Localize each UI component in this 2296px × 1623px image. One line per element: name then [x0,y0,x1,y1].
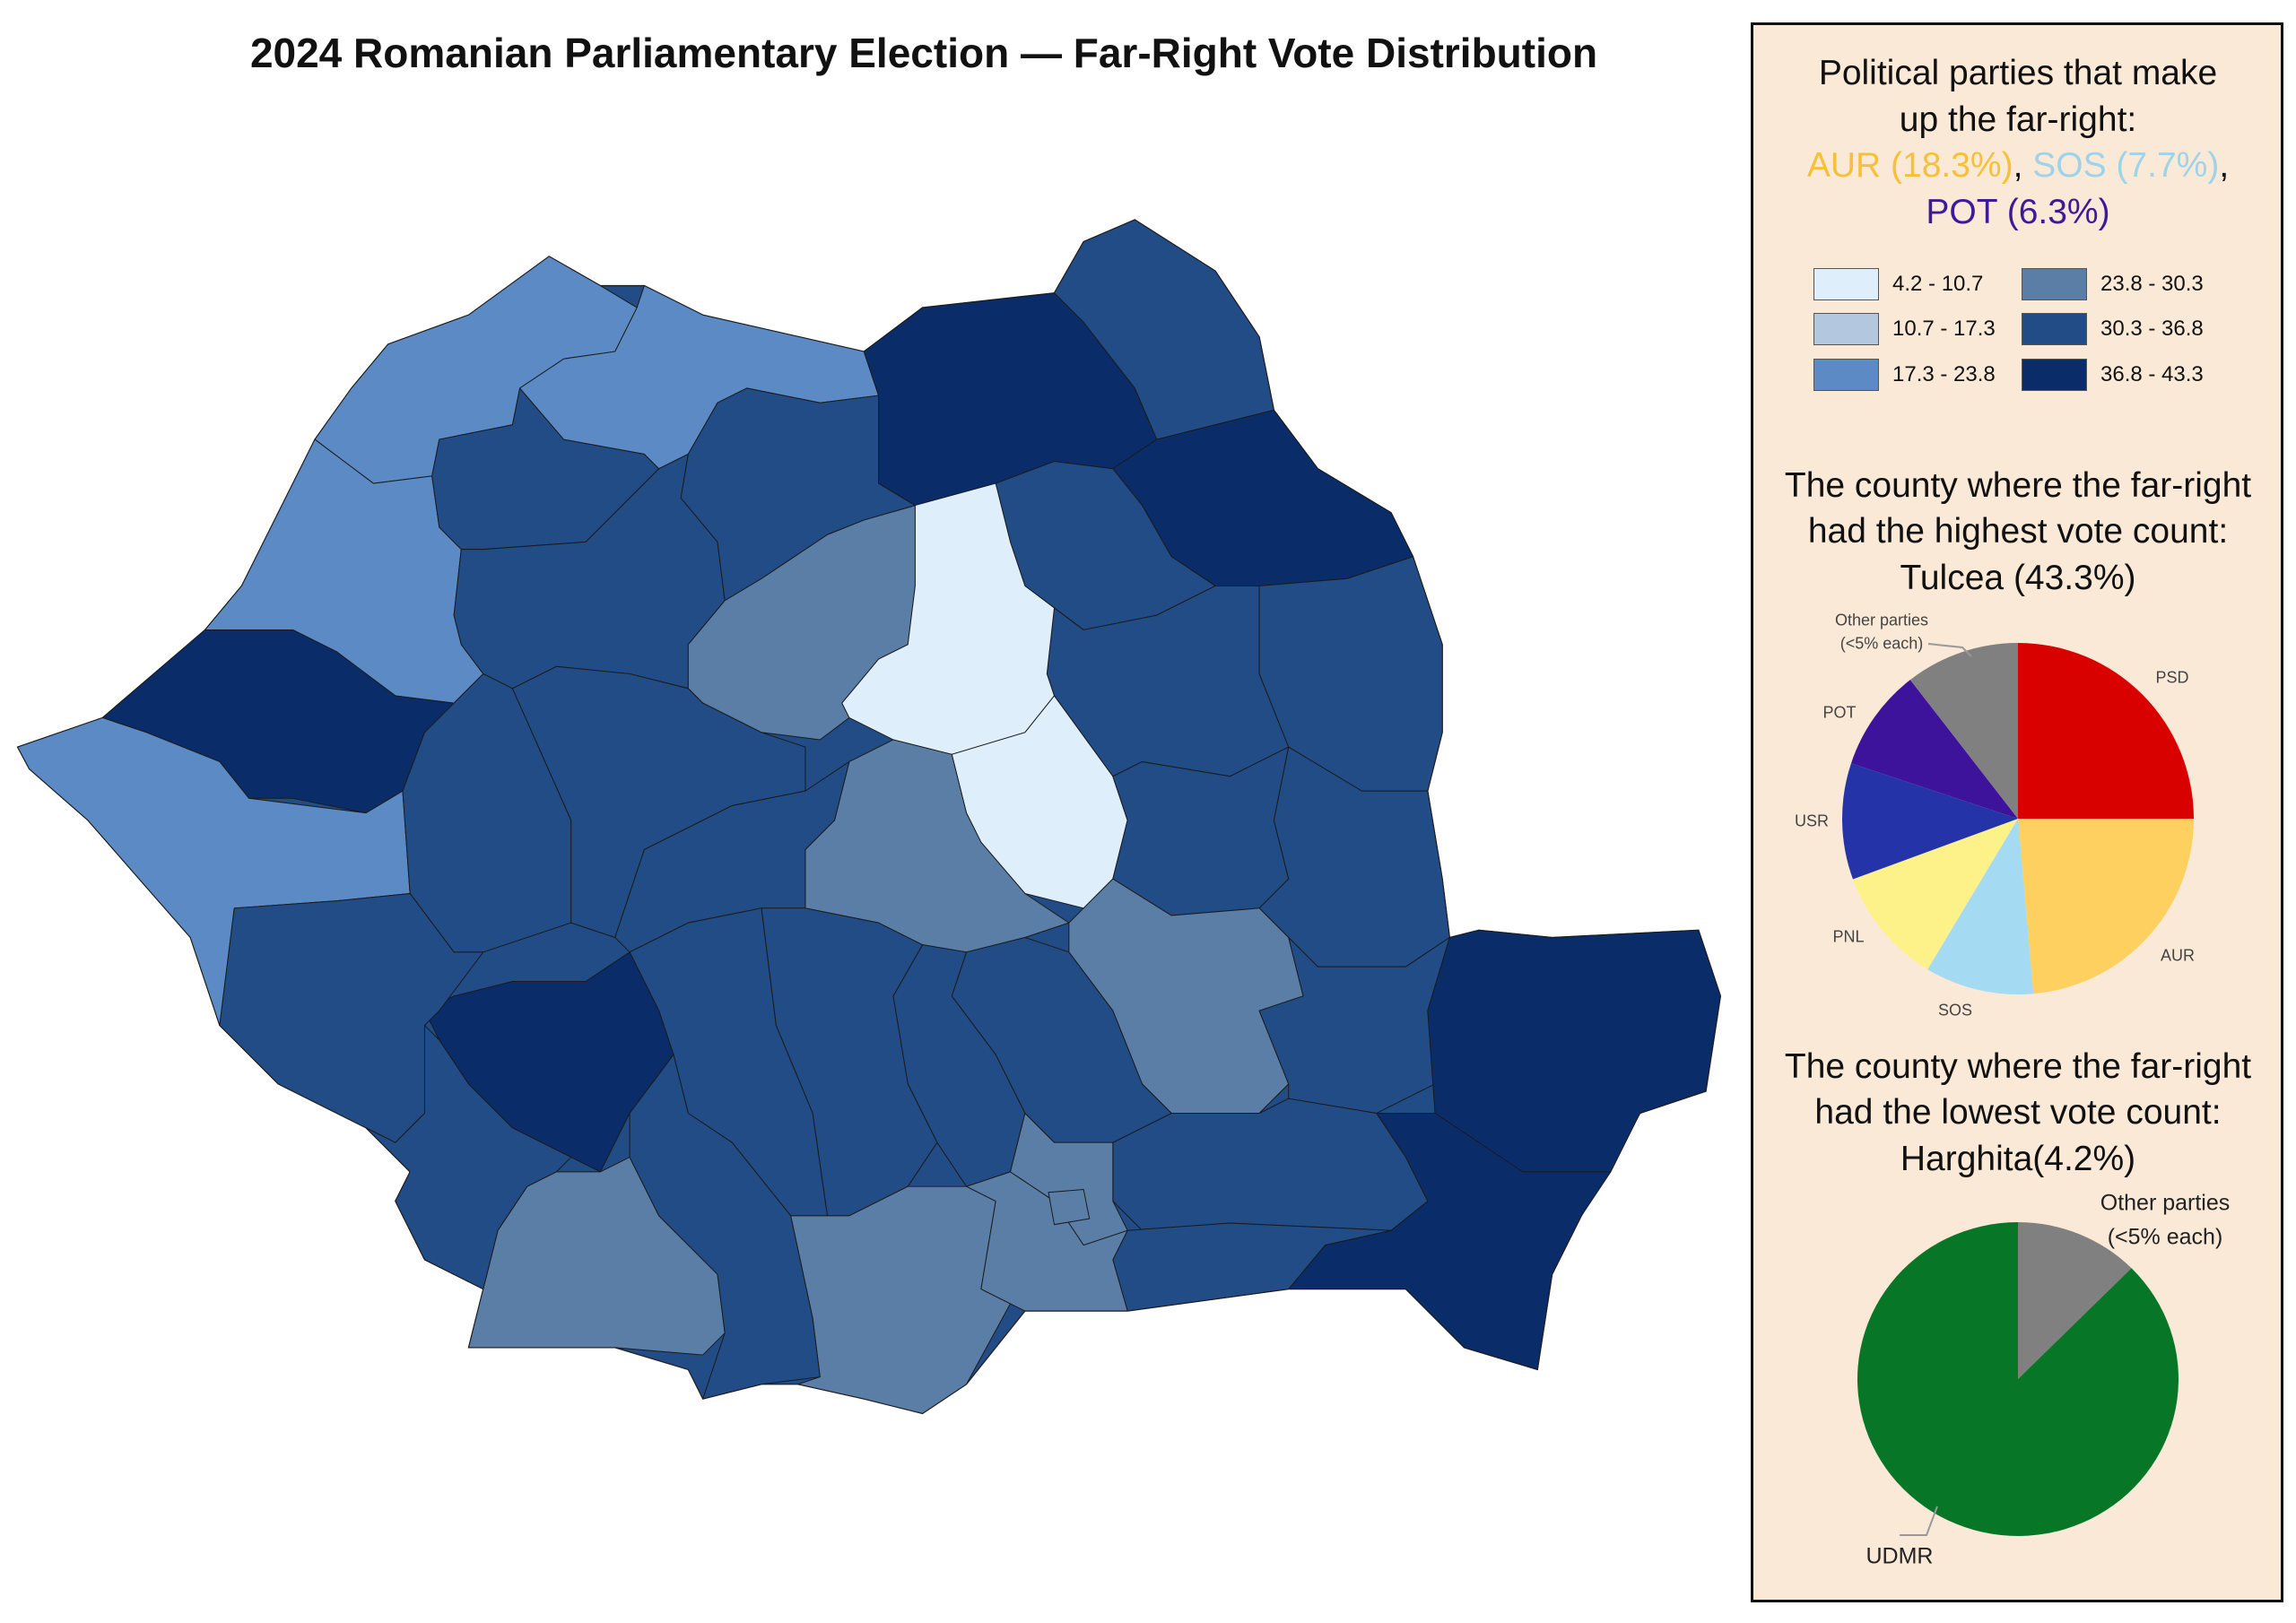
pie-label: UDMR [1866,1543,1934,1569]
lowest-heading-line-2: had the lowest vote count: [1814,1093,2222,1132]
county-ialomita [1112,1098,1429,1231]
legend-swatch [2022,268,2087,300]
county-teleorman [790,1185,1012,1414]
county-vrancea [1112,746,1290,916]
highest-heading-line-2: had the highest vote count: [1807,512,2229,551]
pot-share: POT (6.3%) [1926,193,2110,231]
separator: , [2013,146,2033,185]
legend-swatch [1813,313,1879,345]
county-mehedinti [365,1025,572,1290]
pie-label: POT [1822,703,1857,722]
page-title: 2024 Romanian Parliamentary Election — F… [249,30,1598,76]
legend-label: 30.3 - 36.8 [2100,317,2204,341]
county-bucharest [1048,1188,1091,1226]
lowest-heading-line-1: The county where the far-right [1784,1047,2252,1086]
pie-label: Other parties [2100,1190,2231,1216]
intro-line-1: Political parties that make [1818,54,2218,92]
pie-label: (<5% each) [1839,634,1924,653]
sos-share: SOS (7.7%) [2032,146,2220,185]
legend-label: 17.3 - 23.8 [1892,362,1996,386]
legend-label: 23.8 - 30.3 [2100,272,2204,296]
info-panel [1751,22,2283,1602]
pie-label: AUR [2160,946,2196,965]
highest-county: Tulcea (43.3%) [1900,559,2136,597]
pie-label: USR [1794,812,1830,830]
pie-label: (<5% each) [2107,1224,2223,1250]
legend-swatch [1813,268,1879,300]
pie-label: Other parties [1834,611,1929,629]
separator: , [2219,146,2230,185]
county-bistrita [680,387,916,602]
far-right-parties-line: AUR (18.3%), SOS (7.7%), [1807,146,2229,186]
county-tulcea [1427,929,1721,1173]
legend-swatch [1813,359,1879,391]
legend-label: 10.7 - 17.3 [1892,317,1996,341]
lowest-county: Harghita(4.2%) [1900,1140,2136,1178]
legend-swatch [2022,313,2087,345]
aur-share: AUR (18.3%) [1806,146,2013,185]
pie-label: PNL [1832,927,1865,946]
county-alba [511,665,806,938]
county-olt [629,1054,821,1400]
legend-label: 4.2 - 10.7 [1892,272,1984,296]
county-braila [1258,936,1450,1115]
legend-swatch [2022,359,2087,391]
pie-label: PSD [2155,668,2189,687]
legend-label: 36.8 - 43.3 [2100,362,2204,386]
intro-line-2: up the far-right: [1899,100,2137,139]
highest-heading-line-1: The county where the far-right [1784,466,2252,505]
county-vaslui [1258,556,1443,792]
pie-label: SOS [1937,1001,1973,1020]
